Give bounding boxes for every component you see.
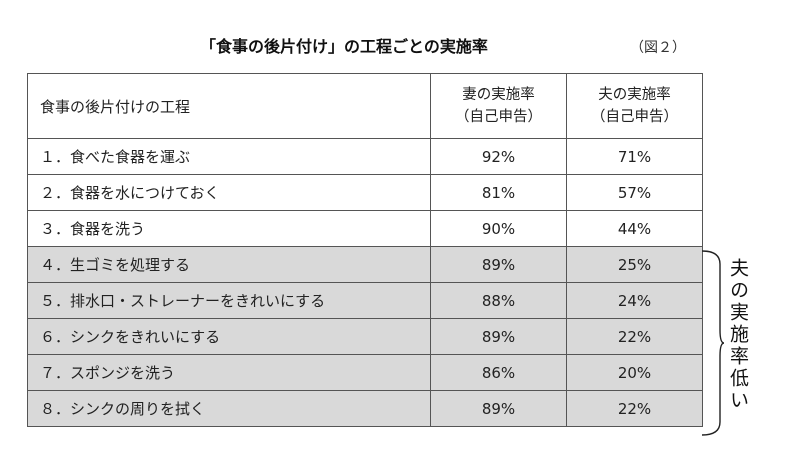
wife-rate-cell: 86%: [430, 354, 567, 391]
wife-rate-cell: 88%: [430, 282, 567, 319]
step-cell: ２．食器を水につけておく: [27, 174, 431, 211]
step-cell: ３．食器を洗う: [27, 210, 431, 247]
table-row: ３．食器を洗う 90% 44%: [27, 210, 703, 247]
husband-rate-cell: 24%: [566, 282, 703, 319]
husband-rate-cell: 57%: [566, 174, 703, 211]
step-cell: ６．シンクをきれいにする: [27, 318, 431, 355]
table-row: ４．生ゴミを処理する 89% 25%: [27, 246, 703, 283]
husband-rate-cell: 20%: [566, 354, 703, 391]
wife-rate-cell: 81%: [430, 174, 567, 211]
header-wife-line2: （自己申告）: [455, 109, 542, 125]
table-row: ５．排水口・ストレーナーをきれいにする 88% 24%: [27, 282, 703, 319]
table-row: １．食べた食器を運ぶ 92% 71%: [27, 138, 703, 175]
header-husband-line2: （自己申告）: [591, 109, 678, 125]
table-row: ６．シンクをきれいにする 89% 22%: [27, 318, 703, 355]
wife-rate-cell: 92%: [430, 138, 567, 175]
header-wife-line1: 妻の実施率: [462, 87, 535, 103]
table-row: ７．スポンジを洗う 86% 20%: [27, 354, 703, 391]
wife-rate-cell: 89%: [430, 246, 567, 283]
husband-rate-cell: 71%: [566, 138, 703, 175]
step-cell: ４．生ゴミを処理する: [27, 246, 431, 283]
wife-rate-cell: 89%: [430, 390, 567, 427]
step-cell: ５．排水口・ストレーナーをきれいにする: [27, 282, 431, 319]
wife-rate-cell: 89%: [430, 318, 567, 355]
low-rate-annotation: 夫の実施率低い: [727, 258, 749, 412]
husband-rate-cell: 25%: [566, 246, 703, 283]
implementation-rate-table: 食事の後片付けの工程 妻の実施率 （自己申告） 夫の実施率 （自己申告） １．食…: [27, 73, 703, 427]
husband-rate-cell: 44%: [566, 210, 703, 247]
table-row: ８．シンクの周りを拭く 89% 22%: [27, 390, 703, 427]
right-brace: [701, 250, 724, 436]
header-step: 食事の後片付けの工程: [27, 73, 431, 139]
table-row: ２．食器を水につけておく 81% 57%: [27, 174, 703, 211]
wife-rate-cell: 90%: [430, 210, 567, 247]
chart-title: 「食事の後片付け」の工程ごとの実施率: [200, 37, 488, 56]
figure-number: （図２）: [630, 40, 686, 56]
step-cell: ７．スポンジを洗う: [27, 354, 431, 391]
header-husband-line1: 夫の実施率: [598, 87, 671, 103]
step-cell: ８．シンクの周りを拭く: [27, 390, 431, 427]
husband-rate-cell: 22%: [566, 390, 703, 427]
husband-rate-cell: 22%: [566, 318, 703, 355]
table-header-row: 食事の後片付けの工程 妻の実施率 （自己申告） 夫の実施率 （自己申告）: [27, 73, 703, 139]
header-husband: 夫の実施率 （自己申告）: [566, 73, 703, 139]
header-wife: 妻の実施率 （自己申告）: [430, 73, 567, 139]
step-cell: １．食べた食器を運ぶ: [27, 138, 431, 175]
